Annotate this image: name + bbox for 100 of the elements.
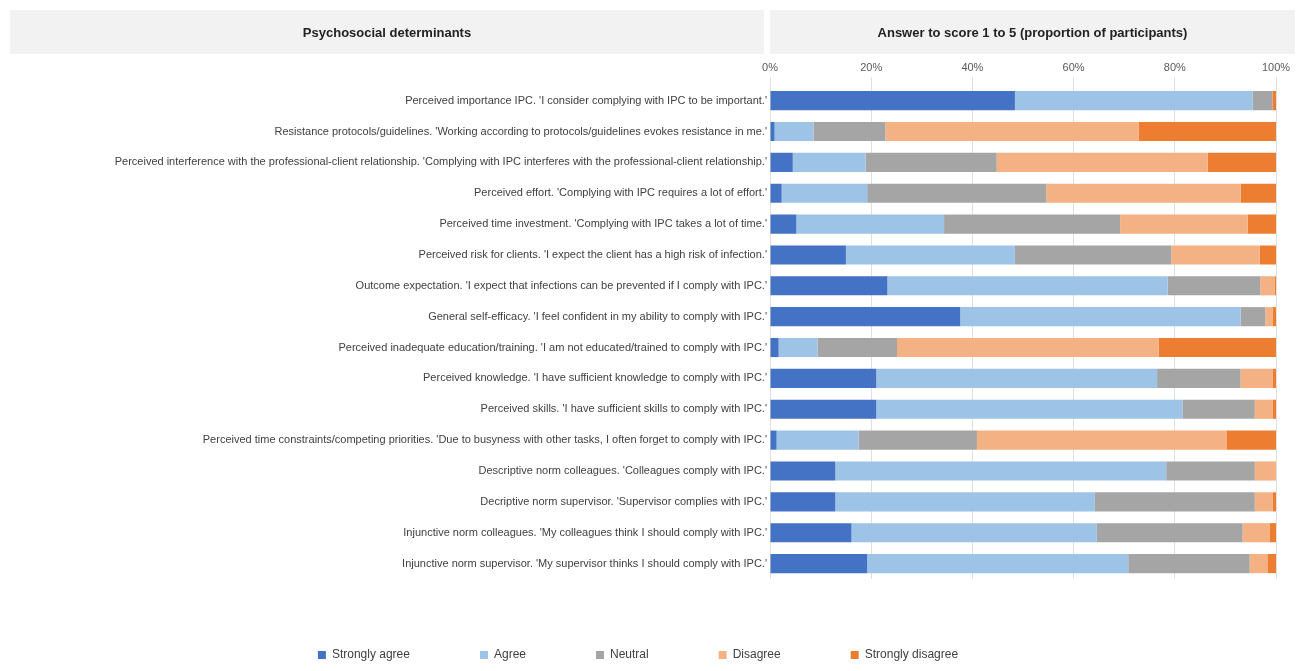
bar bbox=[770, 399, 877, 419]
bar bbox=[770, 368, 877, 388]
bar bbox=[1272, 368, 1276, 388]
bar bbox=[835, 461, 1167, 481]
bar bbox=[770, 276, 888, 296]
bar bbox=[1128, 554, 1250, 574]
bar bbox=[1259, 245, 1276, 265]
bar bbox=[1226, 430, 1276, 450]
x-tick-label: 80% bbox=[1163, 60, 1187, 73]
bar bbox=[1120, 214, 1248, 234]
bar bbox=[885, 121, 1139, 142]
bar bbox=[781, 183, 868, 203]
bar bbox=[876, 368, 1158, 388]
y-tick-label: General self-efficacy. 'I feel confident in my ability to comply with IPC.' bbox=[428, 309, 767, 322]
bar bbox=[835, 492, 1095, 512]
bar bbox=[1254, 461, 1276, 481]
x-tick-label: 100% bbox=[1261, 60, 1291, 73]
bar bbox=[796, 214, 945, 234]
x-axis-title: Answer to score 1 to 5 (proportion of participants) bbox=[770, 10, 1295, 54]
bar bbox=[1272, 307, 1276, 327]
bar bbox=[960, 307, 1241, 327]
x-tick-label: 60% bbox=[1062, 60, 1085, 73]
bar bbox=[770, 183, 782, 203]
y-tick-label: Perceived knowledge. 'I have sufficient knowledge to comply with IPC.' bbox=[423, 371, 767, 384]
bar bbox=[1046, 183, 1241, 203]
legend-label: Strongly agree bbox=[331, 647, 411, 662]
bar bbox=[770, 430, 777, 450]
y-tick-label: Perceived time investment. 'Complying with IPC takes a lot of time.' bbox=[439, 217, 767, 230]
y-tick-label: Perceived importance IPC. 'I consider complying with IPC to be important.' bbox=[405, 93, 767, 106]
bar bbox=[996, 152, 1208, 172]
bar bbox=[1247, 214, 1276, 234]
bar bbox=[1260, 276, 1275, 296]
bar bbox=[867, 554, 1129, 574]
bar bbox=[1207, 152, 1276, 172]
bar bbox=[770, 121, 775, 142]
bar bbox=[776, 430, 859, 450]
bar bbox=[792, 152, 866, 172]
bar bbox=[770, 91, 1015, 111]
bar bbox=[817, 337, 898, 358]
bar bbox=[1240, 368, 1273, 388]
bar bbox=[774, 121, 814, 142]
bar bbox=[1272, 492, 1276, 512]
bar bbox=[770, 337, 779, 358]
bar bbox=[770, 214, 797, 234]
bar bbox=[851, 523, 1097, 543]
bar bbox=[865, 152, 997, 172]
x-tick-label: 0% bbox=[762, 60, 779, 73]
bar bbox=[770, 492, 836, 512]
bar bbox=[1166, 461, 1255, 481]
bar bbox=[1171, 245, 1260, 265]
y-tick-label: Resistance protocols/guidelines. 'Working according to protocols/guidelines evokes resistance in me.' bbox=[274, 124, 767, 137]
bar bbox=[1182, 399, 1255, 419]
bar bbox=[770, 307, 961, 327]
bar bbox=[867, 183, 1047, 203]
bar bbox=[770, 554, 868, 574]
bar bbox=[778, 337, 818, 358]
bar bbox=[1157, 368, 1241, 388]
legend-label: Disagree bbox=[732, 647, 782, 662]
bar bbox=[944, 214, 1121, 234]
bar bbox=[1267, 554, 1276, 574]
bar bbox=[1158, 337, 1276, 358]
bar bbox=[770, 461, 836, 481]
bar bbox=[1242, 523, 1270, 543]
y-tick-label: Perceived time constraints/competing priorities. 'Due to busyness with other tasks, I often forget to comply with IPC.' bbox=[202, 433, 767, 446]
x-tick-label: 40% bbox=[961, 60, 984, 73]
bar bbox=[1252, 91, 1273, 111]
bar bbox=[1254, 492, 1273, 512]
bar bbox=[1014, 91, 1253, 111]
x-tick-label: 20% bbox=[860, 60, 883, 73]
bar bbox=[770, 245, 846, 265]
bar bbox=[1240, 307, 1266, 327]
bar bbox=[897, 337, 1159, 358]
bar bbox=[1269, 523, 1276, 543]
y-tick-label: Descriptive norm colleagues. 'Colleagues comply with IPC.' bbox=[478, 464, 767, 477]
legend-label: Agree bbox=[493, 647, 527, 662]
bar bbox=[1272, 399, 1276, 419]
bar bbox=[1254, 399, 1273, 419]
y-axis-title: Psychosocial determinants bbox=[10, 10, 764, 54]
y-tick-label: Perceived inadequate education/training. 'I am not educated/trained to comply with IPC.' bbox=[338, 340, 767, 353]
legend-label: Neutral bbox=[609, 647, 649, 662]
y-tick-label: Injunctive norm supervisor. 'My supervisor thinks I should comply with IPC.' bbox=[402, 556, 767, 569]
bar bbox=[1249, 554, 1268, 574]
bar bbox=[1240, 183, 1276, 203]
bar bbox=[845, 245, 1015, 265]
y-tick-label: Injunctive norm colleagues. 'My colleagues think I should comply with IPC.' bbox=[403, 525, 767, 538]
y-tick-label: Perceived skills. 'I have sufficient skills to comply with IPC.' bbox=[480, 402, 767, 415]
bar bbox=[770, 152, 793, 172]
y-tick-label: Decriptive norm supervisor. 'Supervisor complies with IPC.' bbox=[480, 494, 767, 507]
bar bbox=[1096, 523, 1243, 543]
legend-label: Strongly disagree bbox=[864, 647, 959, 662]
bar bbox=[1138, 121, 1276, 142]
bar bbox=[1272, 91, 1276, 111]
bar bbox=[1265, 307, 1273, 327]
bar bbox=[876, 399, 1183, 419]
bar bbox=[1094, 492, 1255, 512]
bar bbox=[1014, 245, 1172, 265]
bar bbox=[976, 430, 1227, 450]
bar bbox=[887, 276, 1168, 296]
bar bbox=[813, 121, 886, 142]
bar bbox=[770, 523, 852, 543]
